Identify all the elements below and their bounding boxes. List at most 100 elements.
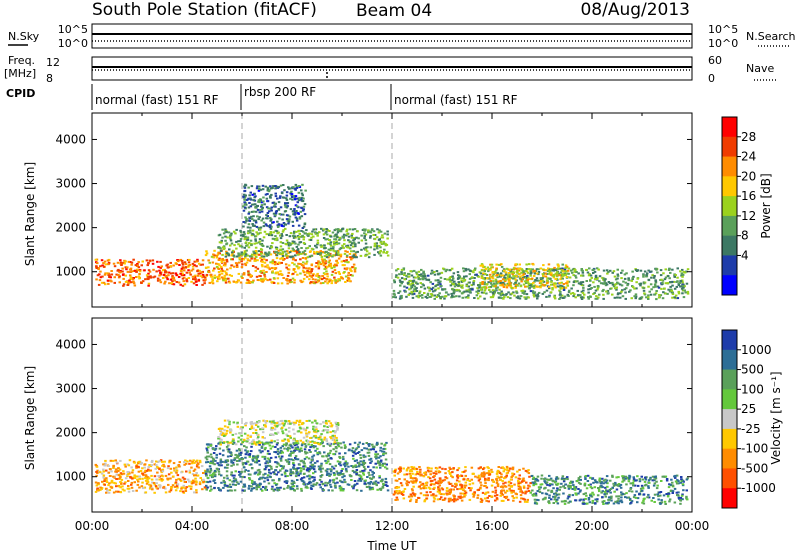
echo-cell <box>263 230 267 233</box>
echo-cell <box>477 275 480 278</box>
echo-cell <box>528 287 531 290</box>
echo-cell <box>182 280 185 283</box>
echo-cell <box>317 263 320 266</box>
echo-cell <box>283 210 287 213</box>
echo-cell <box>119 481 122 483</box>
echo-cell <box>489 290 492 293</box>
echo-cell <box>261 184 265 187</box>
echo-cell <box>274 212 278 215</box>
echo-cell <box>506 274 510 277</box>
echo-cell <box>560 269 564 272</box>
echo-cell <box>483 283 486 286</box>
echo-cell <box>301 251 305 254</box>
echo-cell <box>347 246 350 249</box>
echo-cell <box>321 467 324 470</box>
echo-cell <box>659 274 663 277</box>
colorbar-cell <box>722 255 737 276</box>
echo-cell <box>244 183 247 186</box>
echo-cell <box>305 275 309 278</box>
echo-cell <box>258 471 261 474</box>
echo-cell <box>252 199 255 202</box>
echo-cell <box>561 277 564 280</box>
echo-cell <box>115 461 119 464</box>
echo-cell <box>192 278 195 281</box>
echo-cell <box>208 271 211 274</box>
echo-cell <box>339 464 342 467</box>
echo-cell <box>291 255 294 258</box>
echo-cell <box>103 464 106 467</box>
echo-cell <box>334 421 338 424</box>
echo-cell <box>597 296 600 299</box>
echo-cell <box>616 277 619 280</box>
echo-cell <box>312 454 316 457</box>
echo-cell <box>226 426 230 429</box>
echo-cell <box>565 270 568 273</box>
echo-cell <box>304 232 307 235</box>
echo-cell <box>97 483 100 486</box>
echo-cell <box>288 447 291 450</box>
echo-cell <box>227 419 230 422</box>
echo-cell <box>261 431 265 434</box>
echo-cell <box>496 498 499 501</box>
echo-cell <box>330 437 333 440</box>
echo-cell <box>509 297 512 300</box>
echo-cell <box>310 459 314 462</box>
echo-cell <box>407 481 410 484</box>
echo-cell <box>393 293 396 296</box>
echo-cell <box>531 268 534 271</box>
echo-cell <box>294 458 298 461</box>
echo-cell <box>260 446 264 449</box>
echo-cell <box>244 264 248 267</box>
echo-cell <box>234 453 237 456</box>
echo-cell <box>254 266 258 269</box>
echo-cell <box>291 210 295 213</box>
echo-cell <box>319 466 322 469</box>
echo-cell <box>254 221 258 224</box>
echo-cell <box>642 274 645 277</box>
echo-cell <box>656 271 659 274</box>
echo-cell <box>271 271 274 274</box>
echo-cell <box>123 262 126 265</box>
echo-cell <box>426 494 429 497</box>
echo-cell <box>247 279 251 282</box>
echo-cell <box>270 422 273 425</box>
echo-cell <box>283 204 287 206</box>
echo-cell <box>271 201 275 204</box>
echo-cell <box>309 440 312 443</box>
echo-cell <box>309 465 312 468</box>
echo-cell <box>258 253 261 256</box>
echo-cell <box>105 479 108 482</box>
echo-cell <box>299 467 303 470</box>
echo-cell <box>373 238 377 241</box>
echo-cell <box>337 271 341 274</box>
echo-cell <box>300 487 303 490</box>
echo-cell <box>130 263 133 266</box>
echo-cell <box>287 186 290 189</box>
echo-cell <box>273 473 276 475</box>
echo-cell <box>259 451 263 454</box>
echo-cell <box>461 496 464 499</box>
echo-cell <box>145 469 149 472</box>
echo-cell <box>213 479 216 482</box>
echo-cell <box>250 218 254 220</box>
echo-cell <box>681 292 684 295</box>
echo-cell <box>94 258 98 261</box>
echo-cell <box>219 443 222 446</box>
echo-cell <box>314 445 317 448</box>
echo-cell <box>347 449 351 452</box>
echo-cell <box>297 238 301 241</box>
echo-cell <box>349 244 353 247</box>
echo-cell <box>137 465 140 468</box>
echo-cell <box>308 449 311 452</box>
echo-cell <box>269 224 272 227</box>
echo-cell <box>428 289 431 292</box>
echo-cell <box>251 203 254 206</box>
echo-cell <box>205 443 209 446</box>
echo-cell <box>102 262 105 265</box>
echo-cell <box>270 488 274 491</box>
echo-cell <box>483 485 486 487</box>
echo-cell <box>594 274 598 277</box>
echo-cell <box>535 268 539 271</box>
echo-cell <box>464 474 467 477</box>
echo-cell <box>199 275 203 278</box>
